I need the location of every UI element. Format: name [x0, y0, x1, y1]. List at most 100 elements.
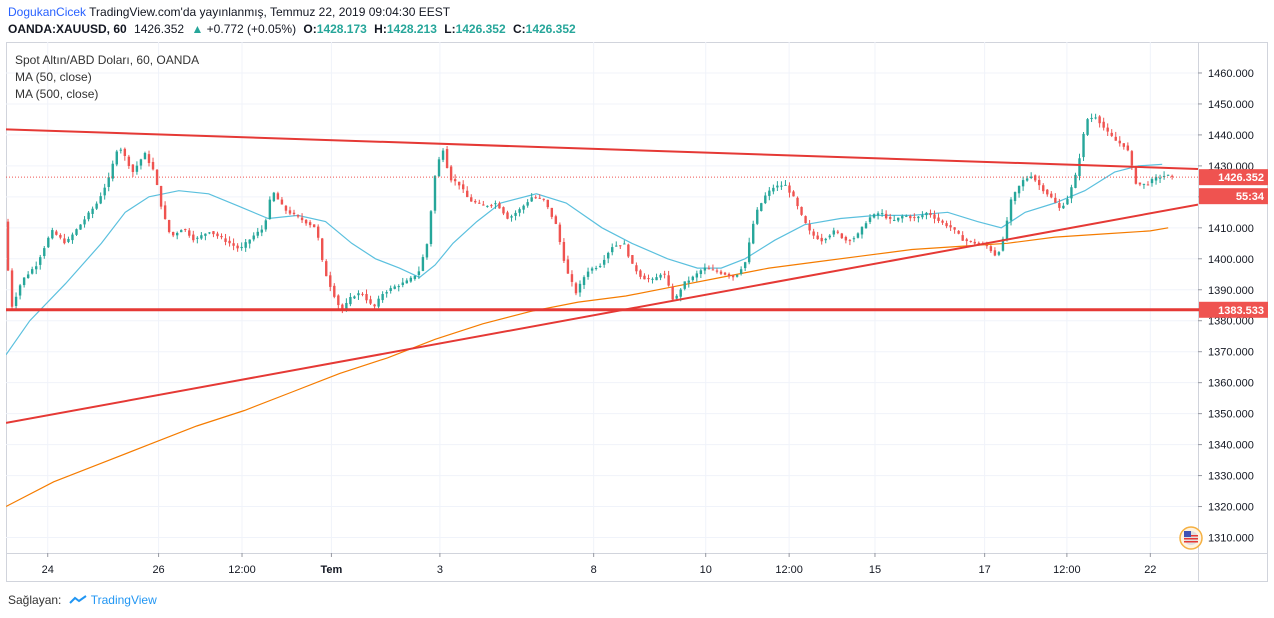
candle-body — [558, 224, 562, 242]
candle-body — [522, 205, 525, 210]
candle-body — [941, 220, 944, 223]
candle-body — [788, 185, 791, 193]
candle-body — [691, 276, 694, 281]
high-label: H: — [374, 22, 387, 36]
candle-body — [159, 185, 163, 207]
published-text: TradingView.com'da yayınlanmış, Temmuz 2… — [89, 5, 451, 19]
candle-body — [1130, 151, 1134, 166]
x-tick-label: 12:00 — [775, 564, 803, 576]
candle-body — [304, 219, 308, 224]
y-tick-label: 1410.000 — [1208, 223, 1254, 235]
candle-body — [486, 205, 489, 207]
candle-body — [208, 232, 211, 234]
candle-body — [155, 169, 159, 185]
high-value: 1428.213 — [386, 22, 437, 36]
candle-body — [1066, 199, 1069, 205]
price-label-text: 1383.533 — [1218, 305, 1264, 317]
candle-body — [417, 271, 421, 276]
candle-body — [248, 239, 251, 244]
candle-body — [401, 282, 404, 286]
candle-body — [727, 273, 731, 277]
candle-body — [228, 240, 231, 244]
candle-body — [280, 199, 284, 205]
candle-body — [893, 219, 896, 221]
candle-body — [413, 275, 417, 279]
candle-body — [272, 192, 276, 202]
us-flag-icon[interactable] — [1179, 526, 1203, 550]
x-tick-label: 10 — [700, 564, 712, 576]
candle-body — [554, 216, 558, 224]
candle-body — [71, 234, 74, 241]
candle-body — [546, 199, 549, 208]
candle-body — [79, 224, 82, 230]
candle-body — [139, 159, 143, 166]
candle-body — [687, 280, 690, 283]
candle-body — [707, 268, 711, 270]
candle-body — [1150, 179, 1154, 184]
candle-body — [929, 213, 932, 216]
tradingview-logo-icon — [69, 595, 87, 604]
candle-body — [99, 196, 102, 204]
candle-body — [655, 277, 658, 281]
candle-body — [635, 265, 638, 272]
candle-body — [87, 212, 90, 220]
candle-body — [236, 245, 239, 249]
candle-body — [498, 203, 501, 209]
candle-body — [389, 288, 392, 291]
y-tick-label: 1320.000 — [1208, 502, 1254, 514]
candle-body — [1017, 185, 1021, 194]
candle-body — [735, 274, 739, 277]
candle-body — [1038, 179, 1041, 186]
price-label-bg — [1199, 188, 1268, 205]
author-link[interactable]: DogukanCicek — [8, 5, 87, 19]
ma500-legend: MA (500, close) — [15, 87, 99, 101]
candle-body — [993, 250, 997, 256]
candle-body — [83, 219, 86, 225]
candle-body — [667, 275, 670, 286]
candle-body — [764, 195, 767, 204]
candle-body — [965, 239, 968, 242]
candle-body — [534, 197, 537, 199]
candle-body — [1122, 143, 1126, 147]
candle-body — [1046, 189, 1049, 195]
candle-body — [792, 191, 795, 197]
candle-body — [538, 197, 541, 199]
price-chart[interactable]: 1460.0001450.0001440.0001430.0001420.000… — [6, 42, 1268, 582]
candle-body — [675, 295, 678, 299]
candle-body — [1005, 220, 1009, 241]
trendlines-layer[interactable] — [6, 128, 1198, 424]
candle-body — [119, 149, 123, 151]
time-axis[interactable]: 24 26 12:00 Tem 3 8 10 12:00 15 17 12:00 22 — [42, 553, 1157, 576]
close-label: C: — [512, 22, 526, 36]
change-arrow-icon: ▲ — [191, 22, 204, 36]
price-label: 55:34 — [1199, 188, 1268, 205]
candle-body — [715, 270, 719, 272]
candle-body — [570, 274, 574, 282]
candle-body — [643, 275, 646, 280]
ohlc-header: OANDA:XAUUSD, 60 1426.352 ▲ +0.772 (+0.0… — [8, 22, 580, 36]
candle-body — [457, 181, 461, 186]
candle-body — [55, 231, 58, 235]
candle-body — [405, 280, 408, 284]
candle-body — [800, 206, 803, 215]
candle-body — [196, 237, 199, 239]
provider-link[interactable]: TradingView — [90, 593, 157, 607]
price-axis[interactable]: 1460.0001450.0001440.0001430.0001420.000… — [1198, 68, 1254, 545]
candle-body — [752, 223, 755, 244]
candle-body — [1146, 184, 1150, 186]
candle-body — [631, 255, 634, 264]
candle-body — [1114, 136, 1117, 141]
candle-body — [961, 235, 964, 241]
candle-body — [651, 278, 654, 280]
candle-body — [933, 214, 936, 219]
candle-body — [768, 190, 771, 196]
candle-body — [868, 217, 872, 222]
x-tick-label: 12:00 — [1053, 564, 1081, 576]
candle-body — [1094, 117, 1097, 119]
candle-body — [353, 296, 356, 299]
candle-body — [784, 184, 787, 186]
candle-body — [18, 285, 22, 296]
candle-body — [945, 223, 948, 227]
y-tick-label: 1400.000 — [1208, 254, 1254, 266]
candle-body — [316, 226, 320, 238]
